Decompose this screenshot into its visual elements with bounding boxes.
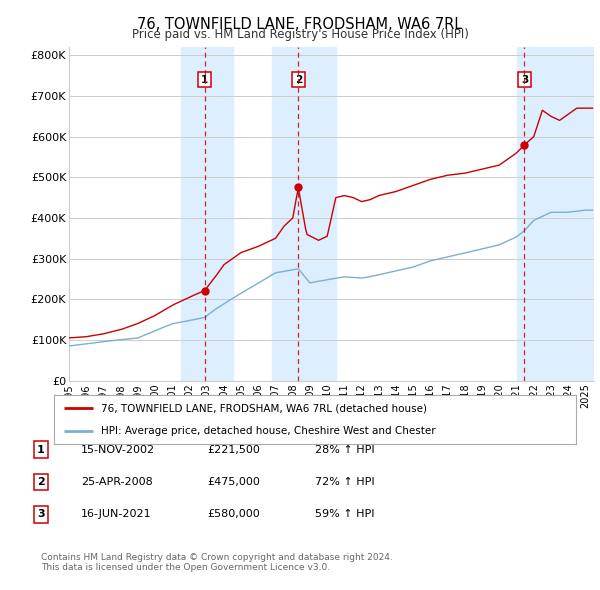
Text: £580,000: £580,000: [207, 510, 260, 519]
Text: £221,500: £221,500: [207, 445, 260, 454]
Text: 72% ↑ HPI: 72% ↑ HPI: [315, 477, 374, 487]
Text: 3: 3: [521, 75, 528, 85]
Text: Price paid vs. HM Land Registry's House Price Index (HPI): Price paid vs. HM Land Registry's House …: [131, 28, 469, 41]
Text: 25-APR-2008: 25-APR-2008: [81, 477, 153, 487]
Text: 28% ↑ HPI: 28% ↑ HPI: [315, 445, 374, 454]
Text: This data is licensed under the Open Government Licence v3.0.: This data is licensed under the Open Gov…: [41, 563, 330, 572]
Text: 1: 1: [37, 445, 44, 454]
Text: 2: 2: [295, 75, 302, 85]
Text: Contains HM Land Registry data © Crown copyright and database right 2024.: Contains HM Land Registry data © Crown c…: [41, 553, 392, 562]
Bar: [272, 47, 336, 381]
Text: HPI: Average price, detached house, Cheshire West and Chester: HPI: Average price, detached house, Ches…: [101, 425, 436, 435]
Text: 16-JUN-2021: 16-JUN-2021: [81, 510, 152, 519]
Text: £475,000: £475,000: [207, 477, 260, 487]
Text: 3: 3: [37, 510, 44, 519]
Text: 59% ↑ HPI: 59% ↑ HPI: [315, 510, 374, 519]
Text: 2: 2: [37, 477, 44, 487]
Bar: [517, 47, 594, 381]
Text: 1: 1: [201, 75, 208, 85]
Text: 76, TOWNFIELD LANE, FRODSHAM, WA6 7RL (detached house): 76, TOWNFIELD LANE, FRODSHAM, WA6 7RL (d…: [101, 404, 427, 414]
Text: 15-NOV-2002: 15-NOV-2002: [81, 445, 155, 454]
Text: 76, TOWNFIELD LANE, FRODSHAM, WA6 7RL: 76, TOWNFIELD LANE, FRODSHAM, WA6 7RL: [137, 17, 463, 31]
Bar: [181, 47, 233, 381]
